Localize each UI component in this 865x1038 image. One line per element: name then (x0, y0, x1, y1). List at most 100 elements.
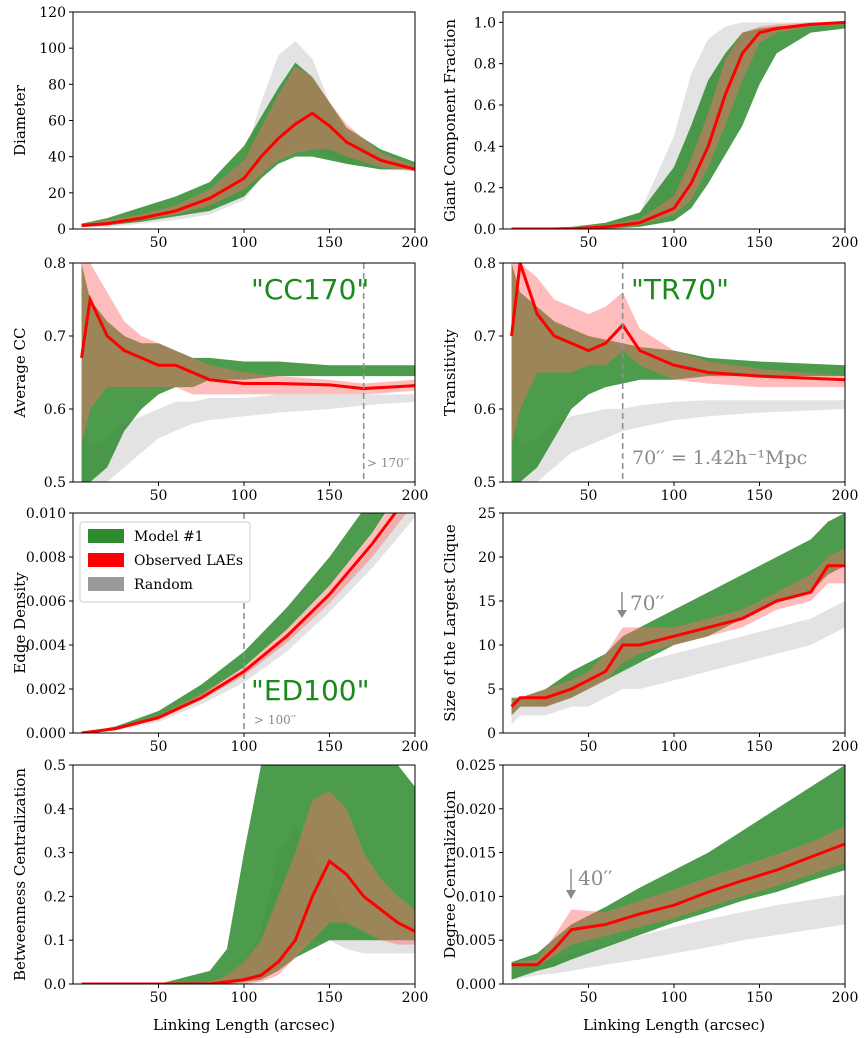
model-band (511, 263, 845, 482)
observed-band (81, 513, 407, 733)
y-tick-label: 0.6 (474, 402, 496, 418)
observed-line (511, 20, 845, 229)
ed100-threshold-label: > 100′′ (254, 713, 296, 727)
y-tick-label: 0.025 (456, 758, 496, 774)
clique-arrow-icon (617, 592, 627, 618)
x-tick-label: 50 (150, 488, 168, 504)
x-tick-label: 150 (316, 235, 343, 251)
y-tick-label: 0.6 (474, 98, 496, 114)
x-tick-label: 50 (150, 739, 168, 755)
observed-band (511, 22, 845, 229)
x-tick-label: 200 (402, 488, 429, 504)
y-tick-label: 0 (487, 726, 496, 742)
x-tick-label: 100 (661, 739, 688, 755)
y-tick-label: 0.4 (44, 802, 66, 818)
y-tick-label: 0.010 (456, 889, 496, 905)
clique-arrow-label: 70′′ (630, 591, 665, 615)
legend-swatch-model (88, 529, 124, 543)
legend: Model #1 Observed LAEs Random (79, 521, 251, 603)
x-tick-label: 50 (150, 990, 168, 1006)
x-tick-label: 100 (231, 235, 258, 251)
observed-line (510, 263, 845, 382)
y-tick-label: 20 (48, 186, 66, 202)
x-tick-label: 150 (746, 235, 773, 251)
observed-band (81, 791, 415, 984)
x-tick-label: 150 (746, 990, 773, 1006)
panel-2: 50 100 150 200 0.0 0.2 0.4 0.6 0.8 1.0 Giant Compo… (441, 11, 858, 251)
x-tick-label: 100 (661, 488, 688, 504)
y-tick-label: 120 (39, 5, 66, 21)
y-tick-label: 0.010 (26, 506, 66, 522)
x-tick-label: 150 (746, 488, 773, 504)
x-tick-label: 100 (231, 990, 258, 1006)
model-band (511, 22, 845, 229)
observed-line (511, 842, 845, 967)
y-tick-label: 0.006 (26, 594, 66, 610)
y-tick-label: 10 (478, 638, 496, 654)
legend-label-model: Model #1 (134, 529, 204, 545)
y-tick-label: 0.3 (44, 846, 66, 862)
y-tick-label: 0.2 (474, 181, 496, 197)
y-axis-label: Transitivity (441, 329, 459, 416)
y-tick-label: 100 (39, 41, 66, 57)
y-tick-label: 0.7 (474, 329, 496, 345)
observed-band (511, 263, 845, 446)
y-tick-label: 0.5 (474, 475, 496, 491)
panel-3: 50 100 150 200 0.5 0.6 0.7 0.8 Average CC (11, 256, 428, 504)
observed-line (81, 859, 415, 984)
y-tick-label: 0.8 (474, 57, 496, 73)
x-tick-label: 50 (580, 235, 598, 251)
model-band (81, 263, 415, 482)
y-axis-label: Betweenness Centralization (11, 768, 29, 981)
panel-8: 50 100 150 200 0.000 0.005 0.010 0.015 0.020 0.02… (441, 758, 858, 1006)
x-tick-label: 100 (661, 990, 688, 1006)
panel-1: 50 100 150 200 0 20 40 60 80 100 120 Diameter (11, 5, 428, 251)
observed-band (511, 548, 845, 716)
model-band (511, 513, 845, 716)
observed-line (510, 564, 845, 708)
observed-line (80, 294, 415, 391)
x-tick-label: 150 (316, 488, 343, 504)
y-tick-label: 0.4 (474, 139, 496, 155)
y-tick-label: 0.000 (26, 726, 66, 742)
degree-arrow-icon (566, 869, 576, 899)
y-tick-label: 0.8 (474, 256, 496, 272)
y-tick-label: 0.0 (44, 977, 66, 993)
y-axis-label: Average CC (11, 328, 29, 419)
x-tick-label: 200 (832, 739, 859, 755)
legend-label-observed: Observed LAEs (134, 553, 243, 569)
observed-line (81, 513, 398, 733)
y-axis-label: Diameter (11, 84, 29, 156)
y-tick-label: 1.0 (474, 15, 496, 31)
x-tick-label: 200 (402, 235, 429, 251)
y-tick-label: 80 (48, 77, 66, 93)
panel-5: 50 100 150 200 0.000 0.002 0.004 0.006 0.008 0.01… (11, 506, 428, 755)
observed-band (511, 826, 845, 967)
cc170-threshold-label: > 170′′ (367, 456, 409, 470)
y-tick-label: 0 (57, 222, 66, 238)
x-tick-label: 200 (832, 488, 859, 504)
x-tick-label: 100 (661, 235, 688, 251)
y-tick-label: 25 (478, 506, 496, 522)
x-axis-label-right: Linking Length (arcsec) (583, 1016, 765, 1034)
y-tick-label: 0.0 (474, 222, 496, 238)
y-tick-label: 20 (478, 550, 496, 566)
y-tick-label: 0.020 (456, 802, 496, 818)
random-band (81, 40, 415, 228)
y-tick-label: 0.7 (44, 329, 66, 345)
random-band (511, 22, 845, 229)
degree-arrow-label: 40′′ (578, 866, 613, 890)
tr70-label: "TR70" (631, 273, 729, 306)
panel-4: 50 100 150 200 0.5 0.6 0.7 0.8 Transitivity (441, 256, 858, 504)
x-tick-label: 200 (402, 990, 429, 1006)
observed-band (81, 263, 415, 446)
y-tick-label: 0.000 (456, 977, 496, 993)
y-tick-label: 0.004 (26, 638, 66, 654)
model-band (81, 765, 415, 984)
cc170-label: "CC170" (251, 273, 369, 306)
model-band (81, 513, 386, 733)
y-tick-label: 0.5 (44, 475, 66, 491)
y-tick-label: 0.002 (26, 682, 66, 698)
y-tick-label: 0.015 (456, 846, 496, 862)
